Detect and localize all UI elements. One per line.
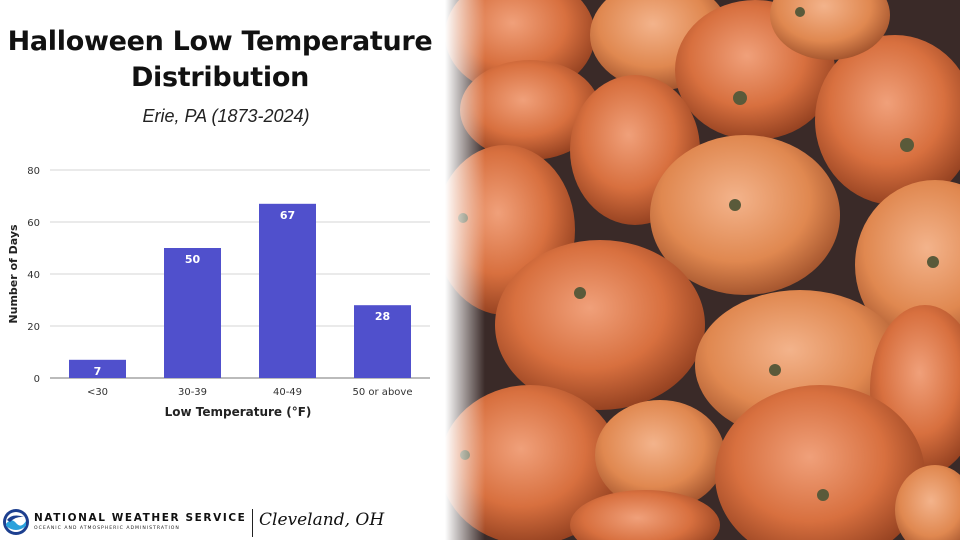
bar (354, 305, 411, 378)
bar (69, 359, 126, 378)
bar (164, 248, 221, 378)
x-tick-label: 30-39 (178, 387, 207, 398)
y-tick-label: 80 (27, 166, 40, 177)
data-label: 50 (185, 253, 201, 266)
x-tick-label: 50 or above (353, 387, 413, 398)
pumpkins-photo (445, 0, 960, 540)
x-tick-label: 40-49 (273, 387, 302, 398)
content-panel: Halloween Low Temperature Distribution E… (0, 0, 450, 540)
chart-subtitle: Erie, PA (1873-2024) (142, 106, 310, 126)
agency-subtitle: OCEANIC AND ATMOSPHERIC ADMINISTRATION (34, 526, 180, 531)
y-tick-label: 0 (34, 374, 40, 385)
data-label: 7 (94, 365, 102, 378)
agency-name: NATIONAL WEATHER SERVICE (34, 512, 247, 524)
data-label: 28 (375, 310, 390, 323)
x-tick-labels: <30 30-39 40-49 50 or above (87, 387, 413, 398)
pumpkin-shapes (445, 0, 960, 540)
y-tick-label: 20 (27, 322, 40, 333)
bar (259, 203, 316, 378)
x-tick-label: <30 (87, 387, 108, 398)
y-axis-label: Number of Days (7, 224, 20, 324)
y-tick-labels: 0 20 40 60 80 (27, 166, 40, 385)
x-axis-label: Low Temperature (°F) (165, 405, 312, 419)
footer-divider (252, 509, 253, 537)
bar-chart: 0 20 40 60 80 7 50 67 28 <30 30-39 40-49 50 or abo… (7, 166, 430, 419)
office-name: Cleveland, OH (259, 510, 385, 530)
data-label: 67 (280, 209, 295, 222)
noaa-logo-icon (3, 509, 29, 535)
footer: NATIONAL WEATHER SERVICE OCEANIC AND ATM… (0, 505, 450, 540)
chart-title: Halloween Low Temperature Distribution (7, 26, 433, 93)
y-tick-label: 40 (27, 270, 40, 281)
y-tick-label: 60 (27, 218, 40, 229)
bars: 7 50 67 28 (69, 203, 411, 378)
